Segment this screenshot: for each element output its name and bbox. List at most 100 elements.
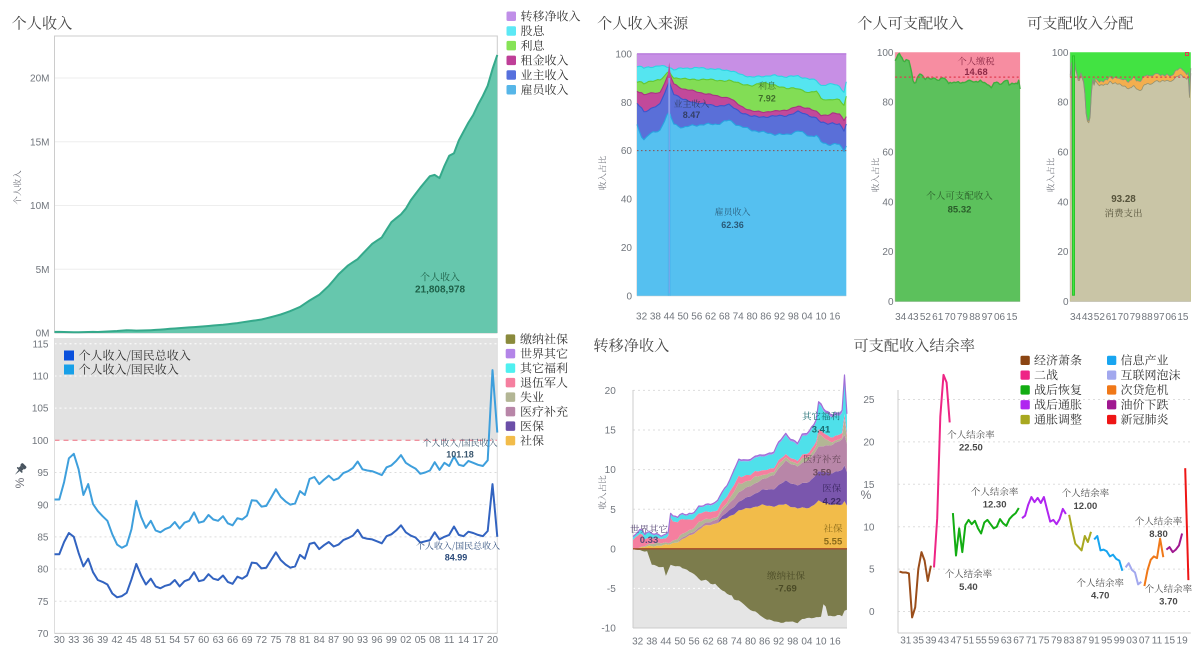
svg-text:44: 44 [664, 312, 676, 323]
svg-text:101.18: 101.18 [446, 449, 474, 459]
svg-text:5.55: 5.55 [824, 537, 843, 548]
svg-text:69: 69 [241, 635, 253, 646]
svg-text:96: 96 [371, 635, 383, 646]
svg-text:5: 5 [869, 565, 875, 576]
svg-text:80: 80 [621, 98, 633, 109]
svg-text:84: 84 [314, 635, 326, 646]
svg-text:63: 63 [213, 635, 225, 646]
svg-text:80: 80 [882, 98, 894, 109]
svg-text:15M: 15M [30, 137, 49, 148]
svg-text:97: 97 [982, 312, 994, 323]
svg-text:87: 87 [328, 635, 340, 646]
svg-text:44: 44 [660, 636, 672, 647]
svg-text:12.30: 12.30 [983, 500, 1007, 511]
svg-text:86: 86 [759, 636, 771, 647]
svg-text:60: 60 [621, 146, 633, 157]
svg-text:80: 80 [746, 312, 758, 323]
svg-text:62: 62 [705, 312, 717, 323]
svg-text:105: 105 [32, 404, 49, 415]
svg-text:14.68: 14.68 [964, 67, 987, 77]
svg-text:22.50: 22.50 [959, 443, 983, 454]
svg-text:06: 06 [1165, 312, 1177, 323]
svg-text:97: 97 [1153, 312, 1165, 323]
svg-text:71: 71 [1026, 636, 1038, 647]
svg-text:3.59: 3.59 [813, 468, 832, 479]
svg-text:40: 40 [882, 197, 894, 208]
svg-text:15: 15 [605, 426, 617, 437]
svg-text:68: 68 [719, 312, 731, 323]
svg-text:93: 93 [357, 635, 369, 646]
svg-text:51: 51 [155, 635, 167, 646]
svg-text:50: 50 [677, 312, 689, 323]
svg-text:4.22: 4.22 [823, 497, 842, 508]
svg-text:78: 78 [285, 635, 297, 646]
svg-text:61: 61 [932, 312, 944, 323]
svg-text:4.70: 4.70 [1091, 591, 1110, 602]
svg-text:43: 43 [938, 636, 950, 647]
svg-text:83: 83 [1063, 636, 1075, 647]
svg-text:100: 100 [877, 48, 894, 59]
svg-text:17: 17 [472, 635, 484, 646]
svg-text:86: 86 [760, 312, 772, 323]
svg-text:20: 20 [487, 635, 499, 646]
svg-text:-7.69: -7.69 [775, 584, 797, 595]
svg-text:56: 56 [691, 312, 703, 323]
svg-text:110: 110 [33, 372, 49, 383]
svg-text:81: 81 [299, 635, 311, 646]
svg-text:40: 40 [1057, 197, 1069, 208]
svg-text:10: 10 [815, 312, 827, 323]
svg-text:39: 39 [97, 635, 109, 646]
svg-text:11: 11 [444, 635, 455, 646]
svg-text:15: 15 [1177, 312, 1189, 323]
svg-text:39: 39 [925, 636, 937, 647]
svg-text:95: 95 [37, 468, 49, 479]
svg-text:79: 79 [1051, 636, 1063, 647]
svg-text:31: 31 [900, 636, 912, 647]
svg-text:99: 99 [386, 635, 398, 646]
svg-text:60: 60 [1057, 148, 1069, 159]
svg-text:67: 67 [1013, 636, 1025, 647]
svg-text:70: 70 [37, 629, 49, 640]
svg-text:32: 32 [632, 636, 644, 647]
svg-text:60: 60 [198, 635, 210, 646]
svg-text:100: 100 [1052, 48, 1069, 59]
svg-text:0: 0 [1063, 297, 1069, 308]
svg-text:79: 79 [1130, 312, 1142, 323]
svg-text:-5: -5 [607, 584, 616, 595]
svg-text:45: 45 [126, 635, 138, 646]
svg-text:60: 60 [882, 148, 894, 159]
svg-text:02: 02 [400, 635, 412, 646]
svg-text:43: 43 [1082, 312, 1094, 323]
svg-text:03: 03 [1126, 636, 1138, 647]
svg-text:14: 14 [458, 635, 470, 646]
svg-text:07: 07 [1139, 636, 1151, 647]
svg-text:48: 48 [140, 635, 152, 646]
svg-text:12.00: 12.00 [1074, 501, 1098, 512]
svg-text:100: 100 [615, 49, 632, 60]
svg-text:79: 79 [957, 312, 969, 323]
svg-text:50: 50 [674, 636, 686, 647]
svg-text:21,808,978: 21,808,978 [415, 285, 465, 296]
svg-text:40: 40 [621, 195, 633, 206]
svg-text:88: 88 [969, 312, 981, 323]
svg-text:115: 115 [33, 339, 49, 350]
svg-text:20: 20 [621, 243, 633, 254]
svg-text:04: 04 [802, 312, 814, 323]
svg-text:74: 74 [731, 636, 743, 647]
svg-text:47: 47 [950, 636, 962, 647]
svg-text:55: 55 [976, 636, 988, 647]
svg-text:34: 34 [1070, 312, 1082, 323]
svg-text:88: 88 [1142, 312, 1154, 323]
svg-text:34: 34 [895, 312, 907, 323]
svg-text:16: 16 [829, 312, 841, 323]
svg-text:92: 92 [773, 636, 785, 647]
svg-text:80: 80 [745, 636, 757, 647]
svg-text:20: 20 [1057, 247, 1069, 258]
svg-text:90: 90 [37, 500, 49, 511]
svg-text:68: 68 [717, 636, 729, 647]
svg-text:8.47: 8.47 [683, 110, 701, 120]
svg-text:3.70: 3.70 [1159, 597, 1178, 608]
svg-text:0: 0 [888, 297, 894, 308]
svg-text:93.28: 93.28 [1111, 194, 1136, 205]
svg-text:20M: 20M [30, 74, 49, 85]
